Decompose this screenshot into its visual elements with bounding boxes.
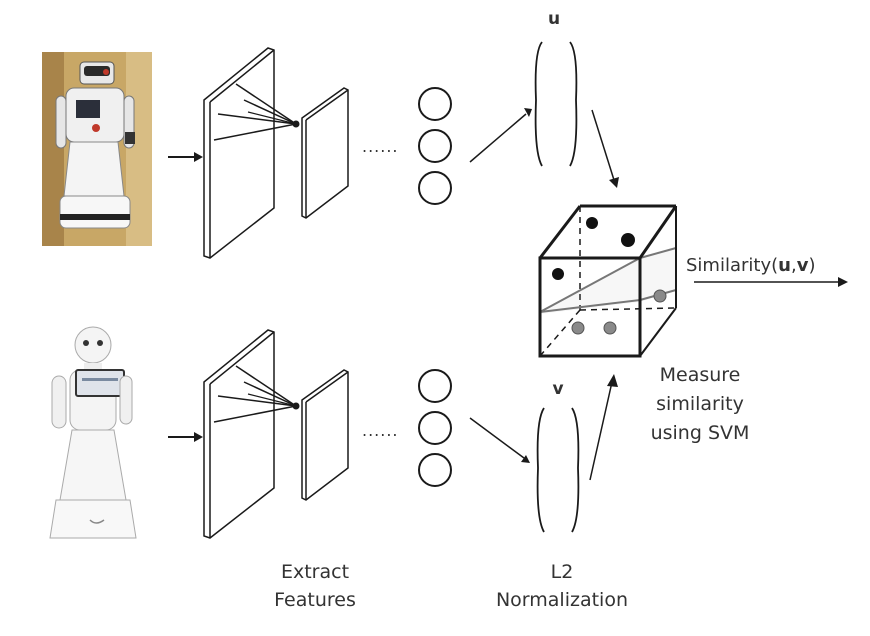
neuron-node [418, 171, 452, 205]
l2-normalization-caption: L2 Normalization [496, 561, 628, 611]
data-point-class-b [571, 321, 585, 335]
arrow-to-u [469, 108, 532, 163]
svm-caption-line-2: similarity [656, 393, 744, 415]
vector-v-brackets [536, 407, 580, 533]
extract-caption-line-1: Extract [281, 561, 349, 583]
l2-caption-line-1: L2 [551, 561, 574, 583]
feature-map-large-bottom [203, 329, 275, 539]
ellipsis-top: ...... [362, 137, 399, 156]
feature-vector-bottom [418, 369, 452, 487]
convolution-kernel-lines-bottom [213, 365, 300, 423]
arrow-u-to-svm [591, 109, 619, 188]
extract-features-caption: Extract Features [274, 561, 356, 611]
vector-u-brackets [534, 41, 578, 167]
convolution-kernel-lines-top [213, 83, 300, 141]
data-point-class-b [653, 289, 667, 303]
robot-image-top [42, 52, 152, 246]
input-arrow-bottom [168, 432, 203, 442]
arrow-v-to-svm [589, 374, 618, 481]
feature-map-small-bottom [301, 369, 349, 501]
data-point-class-b [603, 321, 617, 335]
similarity-output-label: Similarity(u,v) [686, 255, 815, 276]
cnn-extractor-bottom [203, 329, 349, 539]
arrow-to-v [469, 417, 530, 463]
data-point-class-a [586, 217, 598, 229]
svm-caption-line-1: Measure [660, 364, 741, 386]
feature-vector-top [418, 87, 452, 205]
ellipsis-bottom: ...... [362, 421, 399, 440]
feature-map-small-top [301, 87, 349, 219]
svm-caption: Measure similarity using SVM [651, 364, 750, 444]
neuron-node [418, 369, 452, 403]
input-arrow-top [168, 152, 203, 162]
data-point-class-a [621, 233, 635, 247]
vector-u-label: u [548, 9, 560, 29]
extract-caption-line-2: Features [274, 589, 356, 611]
neuron-node [418, 453, 452, 487]
neuron-node [418, 87, 452, 121]
svm-caption-line-3: using SVM [651, 422, 750, 444]
cnn-extractor-top [203, 47, 349, 259]
output-arrow [694, 277, 848, 287]
svm-feature-space-cube [538, 204, 678, 358]
robot-image-bottom [49, 326, 137, 539]
neuron-node [418, 411, 452, 445]
l2-caption-line-2: Normalization [496, 589, 628, 611]
feature-map-large-top [203, 47, 275, 259]
vector-v-label: v [552, 379, 563, 399]
data-point-class-a [552, 268, 564, 280]
neuron-node [418, 129, 452, 163]
